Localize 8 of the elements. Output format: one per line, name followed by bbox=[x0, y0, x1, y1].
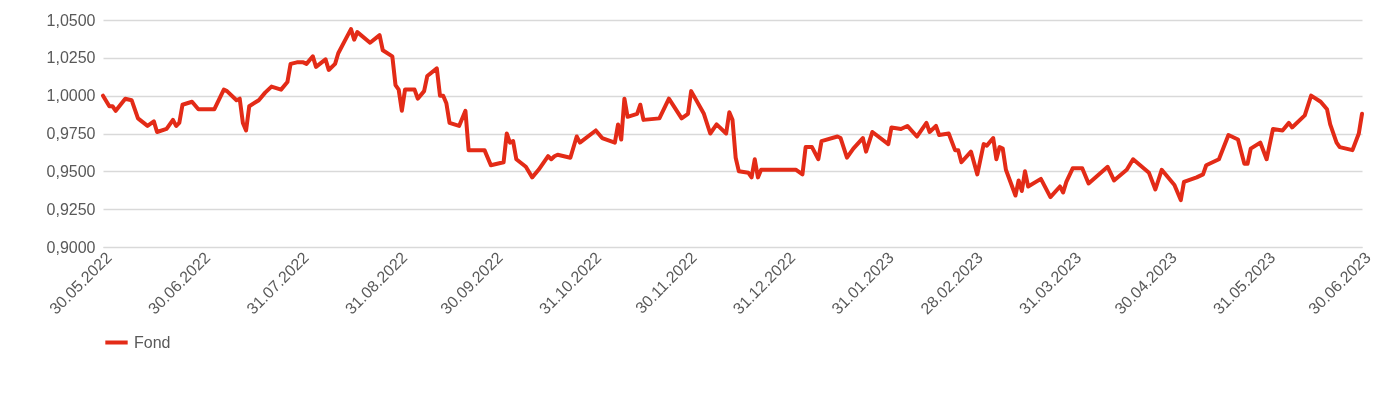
y-tick-label: 0,9500 bbox=[46, 162, 96, 180]
y-tick-label: 1,0500 bbox=[46, 11, 96, 29]
y-tick-label: 0,9250 bbox=[46, 200, 96, 218]
y-tick-label: 1,0250 bbox=[46, 49, 96, 67]
legend-label: Fond bbox=[134, 333, 171, 351]
y-tick-label: 1,0000 bbox=[46, 87, 96, 105]
line-series bbox=[101, 27, 1364, 203]
y-tick-label: 0,9750 bbox=[46, 125, 96, 142]
